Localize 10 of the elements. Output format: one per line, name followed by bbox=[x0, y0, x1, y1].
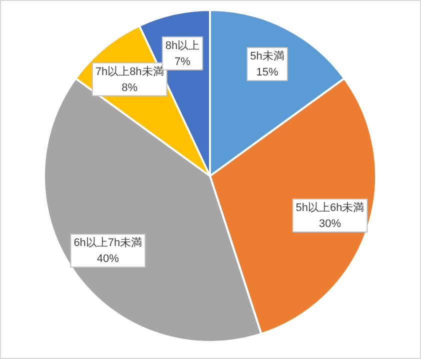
data-label: 7% bbox=[174, 56, 191, 68]
data-label: 30% bbox=[318, 218, 342, 230]
slice-label: 6h以上7h未満 bbox=[74, 236, 142, 250]
data-label: 15% bbox=[256, 66, 278, 79]
data-label: 40% bbox=[96, 253, 120, 266]
slice-label: 7h以上8h未満 bbox=[95, 64, 164, 78]
data-label: 8% bbox=[122, 82, 138, 94]
slice-label: 5h未満 bbox=[250, 50, 284, 63]
slice-label: 5h以上6h未満 bbox=[296, 200, 364, 214]
slice-label: 8h以上 bbox=[165, 38, 200, 52]
